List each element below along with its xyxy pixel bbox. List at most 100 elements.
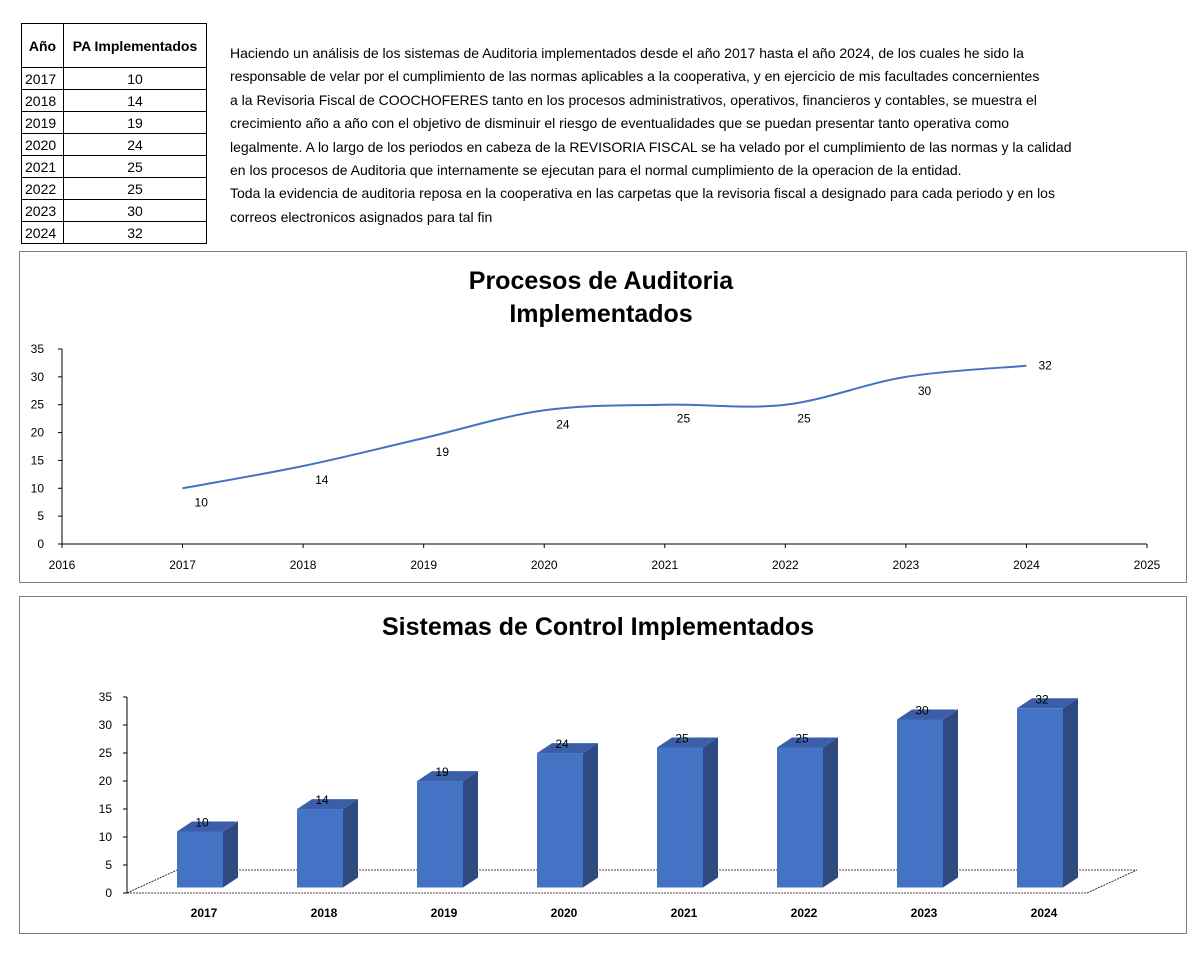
- table-row: 2017 10: [21, 67, 207, 90]
- line-x-tick-label: 2023: [893, 558, 920, 572]
- bar-y-tick-label: 20: [99, 774, 113, 788]
- line-x-tick-label: 2019: [410, 558, 437, 572]
- bar-x-tick-label: 2024: [1031, 906, 1058, 920]
- bar-y-tick-label: 30: [99, 718, 113, 732]
- bar-side: [1063, 698, 1078, 888]
- line-x-tick-label: 2022: [772, 558, 799, 572]
- value-cell: 25: [63, 177, 207, 200]
- bar-front: [417, 781, 463, 888]
- line-data-label: 10: [195, 495, 209, 509]
- line-data-label: 25: [797, 412, 811, 426]
- value-cell: 32: [63, 221, 207, 244]
- bar-x-tick-label: 2021: [671, 906, 698, 920]
- bar-side: [463, 771, 478, 888]
- bar-side: [223, 821, 238, 888]
- year-cell: 2023: [21, 199, 64, 222]
- bar-top: [417, 771, 478, 782]
- line-chart-title-line-2: Implementados: [509, 300, 692, 328]
- year-column-header: Año: [21, 23, 64, 68]
- bar-front: [297, 809, 343, 888]
- bar-data-label: 19: [435, 765, 449, 779]
- intro-line: responsable de velar por el cumplimiento…: [230, 68, 1040, 85]
- bar-y-tick-label: 35: [99, 690, 113, 704]
- bar-data-label: 25: [795, 732, 809, 746]
- year-cell: 2020: [21, 133, 64, 156]
- bar-chart-frame: Sistemas de Control Implementados 0 5 10 15…: [19, 596, 1187, 934]
- bar-front: [177, 831, 223, 888]
- line-y-tick-label: 25: [31, 398, 45, 412]
- bar-x-tick-label: 2018: [311, 906, 338, 920]
- line-data-label: 24: [556, 417, 570, 431]
- bar-side: [343, 799, 358, 888]
- intro-line: crecimiento año a año con el objetivo de…: [230, 115, 1010, 132]
- value-cell: 14: [63, 89, 207, 112]
- line-y-tick-label: 10: [31, 481, 45, 495]
- intro-line: Toda la evidencia de auditoria reposa en…: [230, 185, 1055, 202]
- line-data-label: 19: [436, 445, 450, 459]
- bar-top: [897, 709, 958, 720]
- bar-x-tick-label: 2023: [911, 906, 938, 920]
- bar-y-tick-label: 10: [99, 830, 113, 844]
- bar-floor: [126, 869, 1138, 894]
- bar-chart: Sistemas de Control Implementados 0 5 10 15…: [99, 613, 1138, 920]
- implemented-data-table: Año PA Implementados 2017 10 2018 14 2019 1…: [21, 23, 207, 244]
- table-row: 2021 25: [21, 155, 207, 178]
- intro-paragraph: Haciendo un análisis de los sistemas de …: [230, 42, 1180, 229]
- bar-side: [823, 737, 838, 888]
- bar-top: [1017, 698, 1078, 709]
- bar-data-label: 10: [195, 816, 209, 830]
- bar-data-label: 24: [555, 737, 569, 751]
- bar-x-tick-label: 2022: [791, 906, 818, 920]
- year-cell: 2021: [21, 155, 64, 178]
- bar-top: [657, 737, 718, 748]
- line-x-tick-label: 2025: [1134, 558, 1161, 572]
- line-chart-frame: Procesos de Auditoria Implementados 0 5 10…: [19, 251, 1187, 583]
- year-cell: 2019: [21, 111, 64, 134]
- table-row: 2023 30: [21, 199, 207, 222]
- bar-data-label: 32: [1035, 692, 1049, 706]
- bar-top: [177, 821, 238, 832]
- bar-front: [777, 747, 823, 888]
- line-data-label: 30: [918, 384, 932, 398]
- bar-data-label: 14: [315, 793, 329, 807]
- line-x-tick-label: 2018: [290, 558, 317, 572]
- intro-line: legalmente. A lo largo de los periodos e…: [230, 138, 1072, 155]
- line-y-tick-label: 0: [37, 537, 44, 551]
- intro-line: a la Revisoria Fiscal de COOCHOFERES tan…: [230, 91, 1037, 108]
- table-row: 2022 25: [21, 177, 207, 200]
- bar-side: [703, 737, 718, 888]
- line-x-tick-label: 2021: [651, 558, 678, 572]
- bar-chart-title: Sistemas de Control Implementados: [382, 613, 814, 641]
- value-cell: 10: [63, 67, 207, 90]
- bar-top: [537, 743, 598, 754]
- bar-front: [657, 747, 703, 888]
- year-cell: 2022: [21, 177, 64, 200]
- line-data-label: 14: [315, 473, 329, 487]
- implemented-column-header: PA Implementados: [63, 23, 207, 68]
- line-y-tick-label: 30: [31, 370, 45, 384]
- line-y-tick-label: 5: [37, 509, 44, 523]
- line-y-tick-label: 35: [31, 342, 45, 356]
- bar-side: [943, 709, 958, 888]
- intro-line: Haciendo un análisis de los sistemas de …: [230, 45, 1024, 61]
- value-cell: 24: [63, 133, 207, 156]
- bar-top: [297, 799, 358, 810]
- bar-top: [777, 737, 838, 748]
- value-cell: 19: [63, 111, 207, 134]
- line-x-tick-label: 2024: [1013, 558, 1040, 572]
- line-x-tick-label: 2016: [49, 558, 76, 572]
- intro-line: en los procesos de Auditoria que interna…: [230, 162, 962, 179]
- bar-front: [1017, 708, 1063, 888]
- line-series-path: [182, 364, 1027, 490]
- bar-front: [537, 753, 583, 888]
- bar-y-tick-label: 5: [105, 858, 112, 872]
- bar-front: [897, 719, 943, 888]
- intro-line: correos electronicos asignados para tal …: [230, 208, 493, 225]
- line-data-label: 25: [677, 412, 691, 426]
- table-header-row: Año PA Implementados: [21, 23, 207, 68]
- line-x-tick-label: 2017: [169, 558, 196, 572]
- bar-data-label: 30: [915, 704, 929, 718]
- year-cell: 2017: [21, 67, 64, 90]
- bar-y-tick-label: 15: [99, 802, 113, 816]
- bar-y-tick-label: 25: [99, 746, 113, 760]
